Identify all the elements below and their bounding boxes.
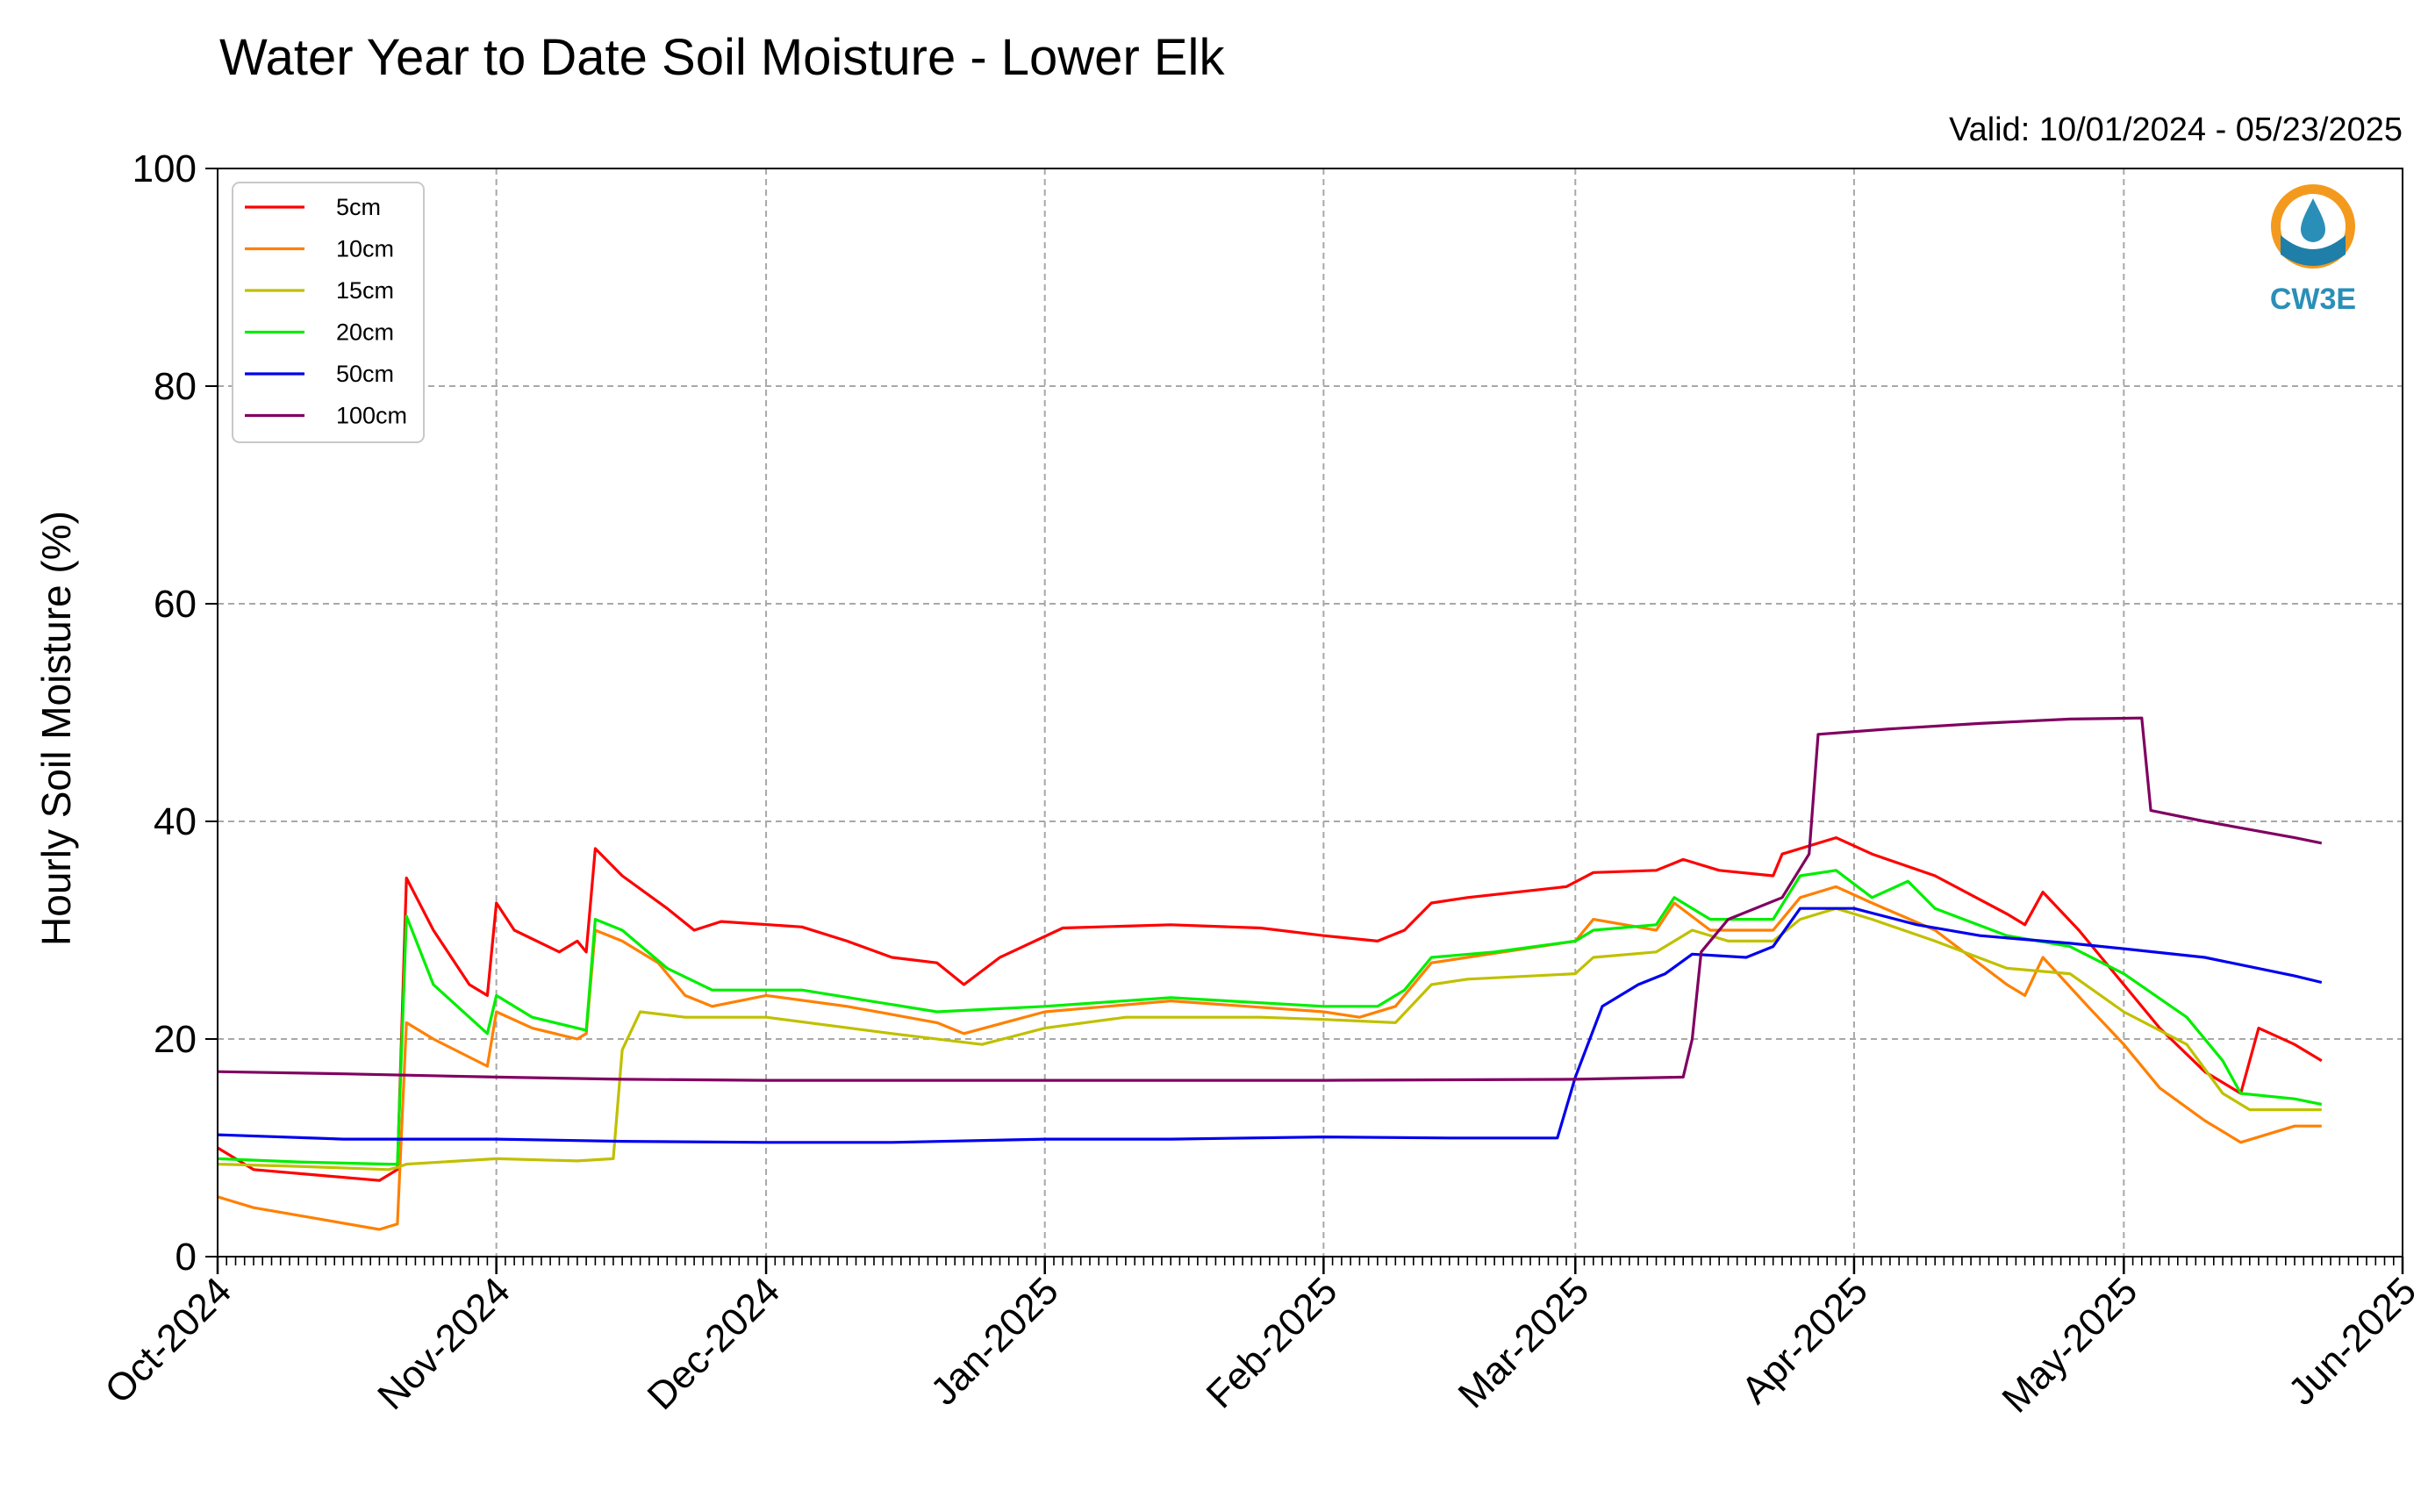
y-axis-label: Hourly Soil Moisture (%)	[33, 511, 79, 946]
plot-frame	[217, 168, 2403, 1258]
x-tick-label: May-2025	[1994, 1269, 2145, 1421]
x-minor-ticks	[217, 1257, 2403, 1265]
series-line-15cm	[217, 906, 2322, 1172]
y-tick-label: 80	[154, 365, 197, 408]
legend-label-20cm: 20cm	[336, 319, 394, 346]
y-tick-label: 0	[175, 1236, 197, 1279]
logo-water-icon	[2281, 235, 2346, 266]
data-series	[217, 716, 2323, 1231]
legend-label-10cm: 10cm	[336, 236, 394, 262]
x-tick-label: Dec-2024	[640, 1269, 789, 1418]
minor-ticks	[217, 1257, 2403, 1265]
x-tick-label: Oct-2024	[97, 1269, 240, 1412]
legend-label-100cm: 100cm	[336, 403, 407, 429]
logo-drop-icon	[2301, 198, 2325, 242]
grid-lines	[218, 168, 2403, 1257]
series-line-10cm	[217, 885, 2322, 1231]
legend-label-5cm: 5cm	[336, 194, 381, 220]
y-axis-ticks: 0 20 40 60 80 100	[133, 147, 218, 1279]
series-line-50cm	[217, 906, 2323, 1144]
legend: 5cm 10cm 15cm 20cm 50cm 100cm	[232, 182, 425, 443]
x-tick-label: Jan-2025	[922, 1269, 1066, 1413]
x-tick-label: Mar-2025	[1450, 1269, 1598, 1416]
chart-title: Water Year to Date Soil Moisture - Lower…	[219, 29, 1225, 86]
series-line-100cm	[217, 716, 2323, 1082]
y-tick-label: 100	[133, 147, 197, 190]
legend-label-15cm: 15cm	[336, 277, 394, 304]
valid-range: Valid: 10/01/2024 - 05/23/2025	[1949, 111, 2403, 148]
series-line-5cm	[217, 836, 2323, 1182]
y-tick-label: 20	[154, 1018, 197, 1061]
x-tick-label: Apr-2025	[1733, 1269, 1876, 1412]
cw3e-logo: CW3E	[2270, 184, 2356, 316]
legend-label-50cm: 50cm	[336, 361, 394, 387]
x-tick-label: Jun-2025	[2281, 1269, 2424, 1413]
x-tick-label: Feb-2025	[1199, 1269, 1346, 1416]
x-tick-label: Nov-2024	[369, 1269, 519, 1418]
x-axis-ticks: Oct-2024 Nov-2024 Dec-2024 Jan-2025 Feb-2025…	[97, 1257, 2424, 1421]
logo-text: CW3E	[2270, 283, 2356, 316]
y-tick-label: 60	[154, 583, 197, 626]
y-tick-label: 40	[154, 800, 197, 843]
